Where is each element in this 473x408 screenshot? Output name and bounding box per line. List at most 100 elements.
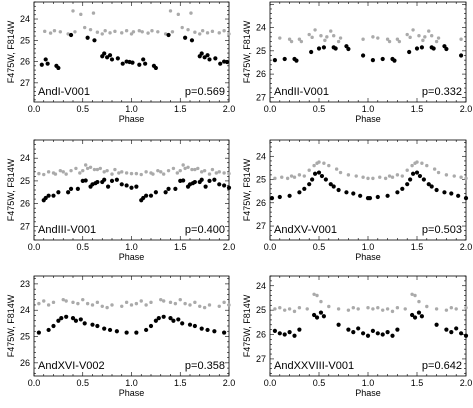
data-point	[161, 299, 166, 303]
y-tick-label: 25	[20, 332, 30, 342]
data-point	[459, 331, 464, 336]
data-point	[90, 322, 95, 327]
data-point	[464, 176, 468, 181]
data-point	[212, 177, 217, 182]
data-point	[173, 186, 178, 191]
data-point	[58, 30, 63, 34]
data-point	[115, 56, 120, 61]
data-point	[103, 29, 107, 33]
data-point	[444, 173, 449, 177]
y-axis-label: F475W, F814W	[242, 20, 252, 83]
light-curve-panel: 0.0 0.5 1.0 1.5 2.0 24 25 26 27 F475W, F814W Phase…	[242, 139, 472, 262]
star-name: AndXV-V001	[274, 224, 337, 236]
data-point	[411, 28, 415, 32]
y-tick-label: 24	[256, 23, 266, 33]
data-point	[323, 38, 327, 43]
data-point	[114, 329, 119, 334]
data-point	[151, 172, 155, 176]
data-point	[64, 299, 68, 303]
data-point	[317, 160, 321, 164]
star-name: AndII-V001	[274, 86, 329, 98]
data-point	[131, 30, 136, 34]
data-point	[283, 308, 287, 312]
data-series	[272, 310, 469, 338]
data-point	[312, 312, 317, 318]
data-point	[365, 333, 371, 338]
data-point	[45, 61, 50, 66]
data-point	[120, 304, 124, 308]
period-label: p=0.642	[422, 360, 462, 372]
y-axis-label: F475W, F814W	[6, 158, 16, 221]
data-point	[37, 171, 41, 176]
data-point	[385, 329, 390, 335]
data-point	[366, 176, 370, 181]
x-tick-label: 1.0	[362, 104, 375, 114]
x-tick-label: 0.5	[313, 378, 326, 388]
x-tick-label: 1.0	[125, 378, 138, 388]
data-point	[452, 174, 456, 178]
data-point	[193, 300, 197, 305]
data-series	[37, 297, 231, 310]
data-point	[449, 306, 453, 310]
data-point	[302, 186, 307, 191]
data-point	[137, 29, 141, 33]
data-point	[207, 57, 212, 62]
y-tick-label: 23	[20, 279, 30, 289]
data-point	[46, 193, 51, 198]
data-point	[307, 168, 311, 172]
data-point	[46, 303, 51, 307]
x-tick-label: 2.0	[223, 104, 236, 114]
data-point	[273, 176, 277, 181]
data-point	[282, 332, 287, 337]
x-tick-label: 0.5	[313, 242, 326, 252]
data-point	[207, 303, 212, 307]
data-point	[88, 27, 93, 32]
data-point	[454, 307, 458, 311]
x-tick-label: 0.0	[264, 378, 277, 388]
data-point	[113, 167, 117, 172]
data-point	[310, 35, 314, 40]
period-label: p=0.358	[185, 360, 225, 372]
x-tick-label: 0.0	[264, 104, 277, 114]
data-point	[207, 178, 212, 184]
data-point	[417, 34, 421, 38]
x-tick-label: 2.0	[223, 378, 236, 388]
data-point	[198, 304, 202, 308]
data-point	[79, 12, 83, 17]
data-point	[108, 31, 112, 35]
data-point	[186, 27, 190, 32]
data-point	[309, 49, 314, 55]
data-point	[361, 37, 365, 41]
data-point	[202, 168, 207, 173]
data-point	[454, 326, 459, 331]
data-point	[217, 304, 221, 308]
data-point	[76, 301, 80, 306]
data-point	[102, 177, 107, 182]
data-point	[380, 332, 385, 337]
data-point	[356, 307, 360, 311]
data-series	[36, 314, 227, 335]
data-point	[430, 34, 434, 38]
data-point	[222, 183, 227, 188]
data-point	[287, 307, 292, 311]
data-point	[166, 32, 171, 38]
data-series	[273, 160, 468, 181]
data-point	[64, 314, 69, 319]
data-point	[66, 190, 71, 195]
data-point	[346, 46, 351, 52]
data-point	[75, 186, 80, 191]
data-point	[313, 28, 317, 32]
data-point	[297, 190, 302, 195]
data-point	[175, 171, 180, 175]
data-point	[395, 173, 400, 177]
data-point	[218, 61, 223, 66]
data-point	[117, 171, 121, 175]
data-point	[297, 37, 302, 41]
data-point	[56, 318, 61, 323]
data-point	[183, 166, 187, 171]
data-point	[282, 56, 287, 62]
data-point	[280, 175, 284, 179]
data-point	[415, 160, 419, 164]
data-point	[319, 34, 323, 38]
data-point	[227, 171, 231, 176]
